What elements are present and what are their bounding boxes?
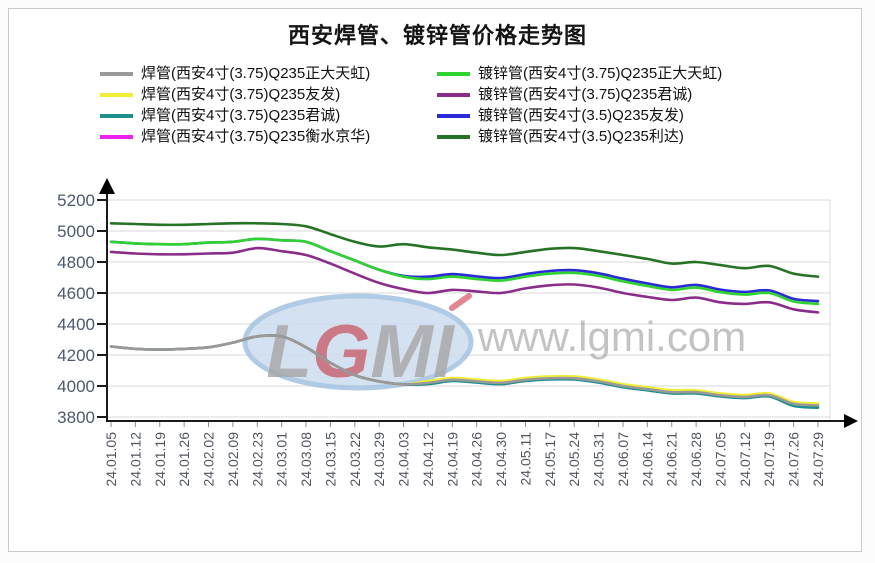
x-tick-label: 24.04.30: [493, 432, 509, 487]
x-tick-label: 24.04.26: [469, 432, 485, 487]
series-line-5: [109, 246, 820, 314]
x-tick-label: 24.07.19: [761, 432, 777, 487]
x-tick-label: 24.05.24: [566, 432, 582, 487]
x-tick-label: 24.07.29: [810, 432, 826, 487]
watermark-logo-accent: [449, 293, 472, 311]
legend-item-label: 镀锌管(西安4寸(3.5)Q235利达): [478, 128, 684, 145]
watermark-logo-letter: L: [266, 309, 312, 393]
series-line-7: [109, 221, 820, 278]
y-tick-label: 4800: [57, 253, 95, 272]
legend-item-label: 镀锌管(西安4寸(3.5)Q235友发): [478, 107, 684, 124]
legend-item-label: 焊管(西安4寸(3.75)Q235正大天虹): [141, 65, 371, 82]
watermark-logo-ellipse: [242, 293, 474, 391]
legend-item: 焊管(西安4寸(3.75)Q235君诚): [100, 105, 370, 126]
legend-item: 镀锌管(西安4寸(3.75)Q235君诚): [437, 84, 722, 105]
y-tick-label: 4200: [57, 346, 95, 365]
x-tick-label: 24.01.26: [176, 432, 192, 487]
x-tick-label: 24.03.08: [298, 432, 314, 487]
watermark-logo-text: LGMI: [266, 309, 456, 393]
x-tick-label: 24.05.31: [591, 432, 607, 487]
legend-item: 焊管(西安4寸(3.75)Q235衡水京华): [100, 126, 370, 147]
y-tick-label: 4000: [57, 377, 95, 396]
x-tick-label: 24.03.01: [274, 432, 290, 487]
legend-item: 焊管(西安4寸(3.75)Q235正大天虹): [100, 63, 370, 84]
x-tick-label: 24.04.12: [420, 432, 436, 487]
x-tick-label: 24.06.21: [664, 432, 680, 487]
watermark-logo-letter: M: [370, 309, 434, 393]
y-tick-label: 4400: [57, 315, 95, 334]
legend-line-marker: [100, 92, 133, 97]
series-line-0: [109, 334, 820, 407]
legend-item: 焊管(西安4寸(3.75)Q235友发): [100, 84, 370, 105]
legend-line-marker: [437, 113, 470, 118]
legend-item-label: 镀锌管(西安4寸(3.75)Q235君诚): [478, 86, 693, 103]
x-tick-label: 24.07.12: [737, 432, 753, 487]
legend-item-label: 焊管(西安4寸(3.75)Q235君诚): [141, 107, 341, 124]
y-tick-label: 4600: [57, 284, 95, 303]
series-line-4: [109, 237, 820, 306]
x-tick-label: 24.07.26: [786, 432, 802, 487]
chart-frame: [8, 8, 862, 552]
legend-item: 镀锌管(西安4寸(3.5)Q235友发): [437, 105, 722, 126]
x-tick-label: 24.03.15: [322, 432, 338, 487]
x-tick-label: 24.01.12: [127, 432, 143, 487]
x-tick-label: 24.01.19: [152, 432, 168, 487]
watermark-logo-letter: I: [433, 309, 456, 393]
legend-column-welded: 焊管(西安4寸(3.75)Q235正大天虹) 焊管(西安4寸(3.75)Q235友…: [100, 63, 370, 147]
watermark-logo-letter: G: [312, 309, 370, 393]
legend-line-marker: [437, 134, 470, 139]
x-tick-label: 24.06.07: [615, 432, 631, 487]
legend-line-marker: [437, 92, 470, 97]
legend-line-marker: [100, 71, 133, 76]
x-tick-label: 24.01.05: [103, 432, 119, 487]
y-tick-label: 3800: [57, 408, 95, 427]
legend-column-galvanized: 镀锌管(西安4寸(3.75)Q235正大天虹) 镀锌管(西安4寸(3.75)Q23…: [437, 63, 722, 147]
x-tick-label: 24.05.11: [517, 432, 533, 486]
legend-item: 镀锌管(西安4寸(3.75)Q235正大天虹): [437, 63, 722, 84]
x-tick-label: 24.03.22: [347, 432, 363, 487]
x-tick-label: 24.06.14: [639, 432, 655, 487]
y-tick-label: 5000: [57, 222, 95, 241]
legend-line-marker: [100, 134, 133, 139]
legend-line-marker: [437, 71, 470, 76]
x-tick-label: 24.05.17: [542, 432, 558, 487]
legend-item-label: 镀锌管(西安4寸(3.75)Q235正大天虹): [478, 65, 723, 82]
legend-line-marker: [100, 113, 133, 118]
chart-title: 西安焊管、镀锌管价格走势图: [287, 23, 587, 48]
x-tick-label: 24.02.09: [225, 432, 241, 487]
x-tick-label: 24.04.19: [444, 432, 460, 487]
legend-item-label: 焊管(西安4寸(3.75)Q235友发): [141, 86, 341, 103]
x-tick-label: 24.07.05: [712, 432, 728, 487]
y-axis-arrow-icon: [99, 178, 115, 194]
x-tick-label: 24.02.02: [201, 432, 217, 487]
x-axis-arrow-icon: [844, 414, 858, 428]
watermark-url-text: www.lgmi.com: [477, 313, 746, 360]
x-tick-label: 24.02.23: [249, 432, 265, 487]
legend-item: 镀锌管(西安4寸(3.5)Q235利达): [437, 126, 722, 147]
legend-item-label: 焊管(西安4寸(3.75)Q235衡水京华): [141, 128, 371, 145]
x-tick-label: 24.04.03: [396, 432, 412, 487]
x-tick-label: 24.03.29: [371, 432, 387, 487]
x-tick-label: 24.06.28: [688, 432, 704, 487]
y-tick-label: 5200: [57, 191, 95, 210]
